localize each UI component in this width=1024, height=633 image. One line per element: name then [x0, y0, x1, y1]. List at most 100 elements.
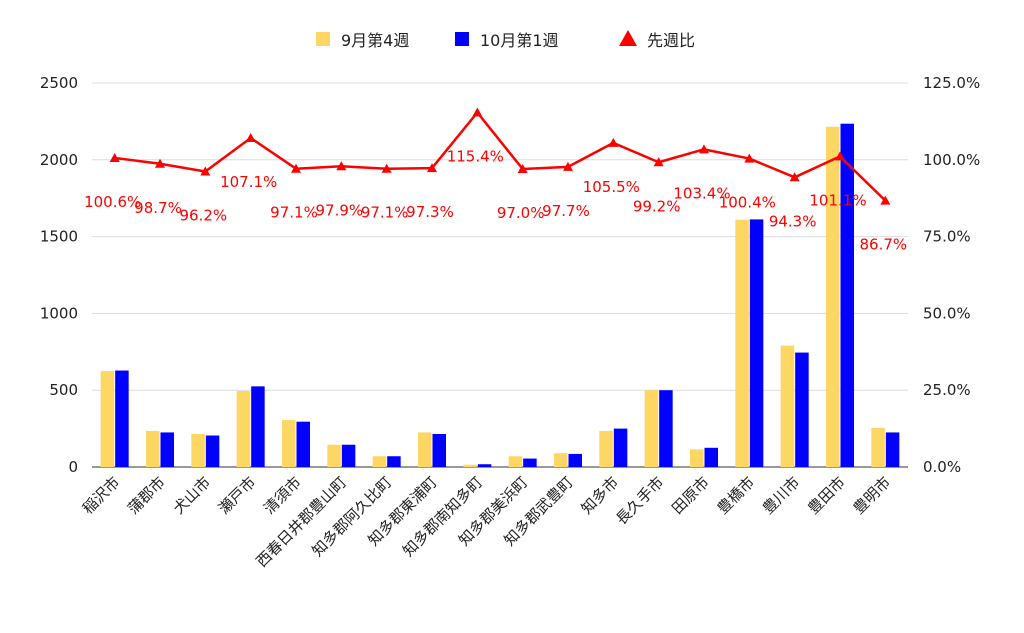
- bar-series-1: [418, 432, 432, 467]
- bars: [100, 123, 900, 467]
- bar-series-1: [644, 390, 659, 467]
- bar-series-2: [613, 428, 628, 467]
- ratio-point-marker: [109, 152, 120, 162]
- legend-label-series-1: 9月第4週: [341, 31, 409, 50]
- bar-series-2: [477, 464, 492, 467]
- left-axis-ticks: 0 500 1000 1500 2000 2500: [40, 74, 78, 476]
- category-label: 稲沢市: [79, 473, 124, 518]
- bar-series-2: [885, 432, 900, 467]
- bar-series-2: [251, 386, 265, 467]
- bar-series-2: [387, 456, 401, 467]
- bar-series-2: [432, 433, 446, 467]
- bar-series-1: [871, 427, 885, 467]
- ratio-point-marker: [835, 151, 845, 161]
- category-label: 豊川市: [759, 473, 804, 518]
- bar-series-2: [795, 352, 809, 467]
- legend-swatch-series-2: [455, 32, 469, 46]
- bar-series-2: [568, 453, 582, 467]
- bar-series-2: [115, 370, 129, 467]
- category-label: 田原市: [668, 473, 713, 518]
- bar-series-1: [780, 345, 795, 467]
- ratio-point-marker: [472, 107, 483, 117]
- ratio-data-label: 105.5%: [583, 178, 640, 196]
- grid: [92, 82, 908, 468]
- ratio-point-marker: [427, 163, 437, 173]
- ratio-data-label: 99.2%: [633, 197, 681, 215]
- right-tick-label: 50.0%: [923, 304, 971, 322]
- ratio-point-marker: [789, 172, 800, 182]
- ratio-data-label: 97.0%: [497, 204, 545, 222]
- bar-series-1: [191, 433, 205, 467]
- data-labels: 100.6%98.7%96.2% 107.1% 97.1%97.9%97.1% 97.…: [84, 147, 907, 253]
- bar-series-2: [205, 435, 220, 467]
- bar-series-2: [659, 390, 673, 467]
- ratio-data-label: 97.1%: [270, 204, 318, 222]
- bar-series-1: [599, 430, 613, 467]
- bar-series-1: [554, 453, 568, 467]
- category-label: 犬山市: [170, 473, 215, 518]
- legend-item-series-2: 10月第1週: [455, 31, 559, 50]
- bar-series-2: [749, 219, 764, 467]
- bar-series-2: [296, 421, 310, 467]
- ratio-point-marker: [517, 164, 528, 174]
- right-tick-label: 100.0%: [923, 151, 980, 169]
- ratio-data-label: 86.7%: [860, 236, 908, 254]
- ratio-data-label: 103.4%: [673, 184, 730, 202]
- ratio-data-label: 94.3%: [769, 212, 817, 230]
- ratio-data-label: 100.6%: [84, 193, 141, 211]
- bar-series-1: [372, 456, 387, 467]
- category-label: 豊橋市: [714, 473, 759, 518]
- legend-swatch-series-1: [316, 32, 330, 46]
- ratio-point-marker: [608, 137, 619, 147]
- bar-series-1: [826, 126, 840, 467]
- ratio-data-label: 107.1%: [220, 173, 277, 191]
- legend: 9月第4週 10月第1週 先週比: [316, 30, 695, 50]
- category-label: 知多郡南知多町: [399, 473, 486, 560]
- ratio-point-marker: [245, 132, 256, 142]
- bar-series-2: [840, 123, 854, 467]
- ratio-data-label: 97.9%: [316, 201, 364, 219]
- right-tick-label: 0.0%: [923, 458, 961, 476]
- ratio-data-label: 115.4%: [447, 147, 504, 165]
- bar-series-1: [146, 430, 160, 467]
- left-tick-label: 1500: [40, 228, 78, 246]
- ratio-series-line: [114, 111, 887, 202]
- ratio-point-marker: [653, 157, 664, 167]
- ratio-line: [109, 107, 891, 205]
- legend-label-series-2: 10月第1週: [480, 31, 559, 50]
- ratio-point-marker: [291, 163, 301, 173]
- left-tick-label: 0: [68, 458, 78, 476]
- bar-series-1: [690, 449, 704, 467]
- category-label: 豊明市: [850, 473, 895, 518]
- ratio-point-marker: [699, 144, 709, 154]
- ratio-point-marker: [155, 158, 165, 168]
- bar-series-2: [523, 458, 537, 467]
- category-label: 長久手市: [612, 473, 667, 528]
- bar-series-2: [160, 432, 174, 467]
- bar-series-2: [704, 447, 718, 467]
- ratio-point-marker: [880, 195, 891, 205]
- left-tick-label: 2000: [40, 151, 78, 169]
- bar-series-1: [463, 464, 477, 467]
- bar-series-1: [236, 390, 251, 467]
- right-tick-label: 125.0%: [923, 74, 980, 92]
- bar-series-1: [100, 371, 115, 467]
- category-labels: 稲沢市 蒲郡市 犬山市 瀬戸市 清須市西春日井郡豊山町知多郡阿久比町知多郡東浦町知多郡南…: [79, 473, 894, 571]
- bar-series-1: [327, 444, 341, 467]
- ratio-data-label: 96.2%: [180, 206, 228, 224]
- left-tick-label: 1000: [40, 304, 78, 322]
- ratio-data-label: 100.4%: [719, 194, 776, 212]
- ratio-data-label: 98.7%: [134, 199, 182, 217]
- ratio-point-marker: [336, 161, 347, 171]
- legend-item-series-3: 先週比: [619, 30, 695, 50]
- legend-label-series-3: 先週比: [647, 31, 695, 50]
- ratio-data-label: 101.1%: [809, 191, 866, 209]
- category-label: 瀬戸市: [215, 473, 260, 518]
- category-label: 知多郡阿久比町: [309, 473, 396, 560]
- bar-series-1: [735, 219, 749, 467]
- bar-series-1: [508, 456, 523, 467]
- ratio-point-marker: [744, 153, 755, 163]
- ratio-data-label: 97.1%: [361, 204, 409, 222]
- ratio-data-label: 97.7%: [542, 202, 590, 220]
